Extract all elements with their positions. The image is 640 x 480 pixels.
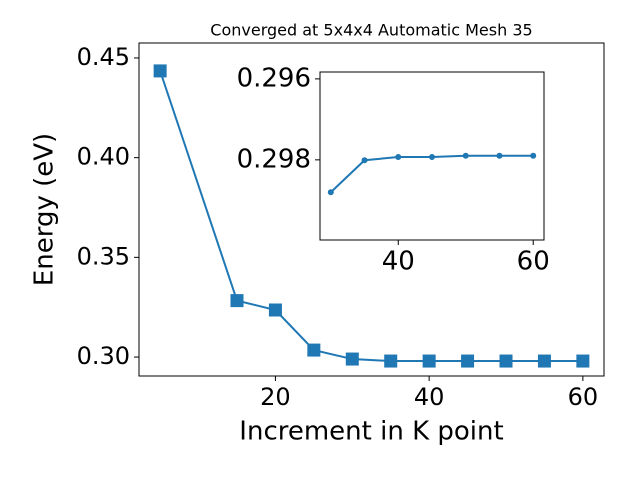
y-axis-label: Energy (eV) [30,133,60,286]
marker [496,152,503,159]
x-tick-label: 40 [382,247,415,277]
y-tick-label: 0.298 [237,144,311,174]
axes-frame [319,71,545,241]
y-tick-label: 0.30 [77,342,130,370]
marker [429,154,435,161]
y-tick-label: 0.35 [77,242,130,270]
marker [153,64,167,78]
x-tick-label: 20 [260,383,291,411]
marker [327,189,334,196]
marker [462,152,469,159]
y-tick-label: 0.40 [77,143,130,171]
marker [307,343,321,357]
marker [395,154,402,161]
marker [461,354,475,368]
marker [345,352,359,366]
x-tick-label: 60 [568,383,599,411]
y-tick-label: 0.45 [77,43,130,71]
marker [268,303,282,317]
x-axis-label: Increment in K point [239,417,503,447]
marker [537,354,551,368]
axes-frame [138,42,605,377]
marker [361,157,368,164]
x-tick-label: 60 [517,247,550,277]
chart-title: Converged at 5x4x4 Automatic Mesh 35 [210,21,532,40]
marker [499,354,513,368]
marker [422,354,436,368]
y-tick-label: 0.296 [237,63,311,93]
marker [576,354,590,368]
x-tick-label: 40 [414,383,445,411]
marker [230,294,244,308]
marker [384,354,398,368]
marker [530,152,537,159]
